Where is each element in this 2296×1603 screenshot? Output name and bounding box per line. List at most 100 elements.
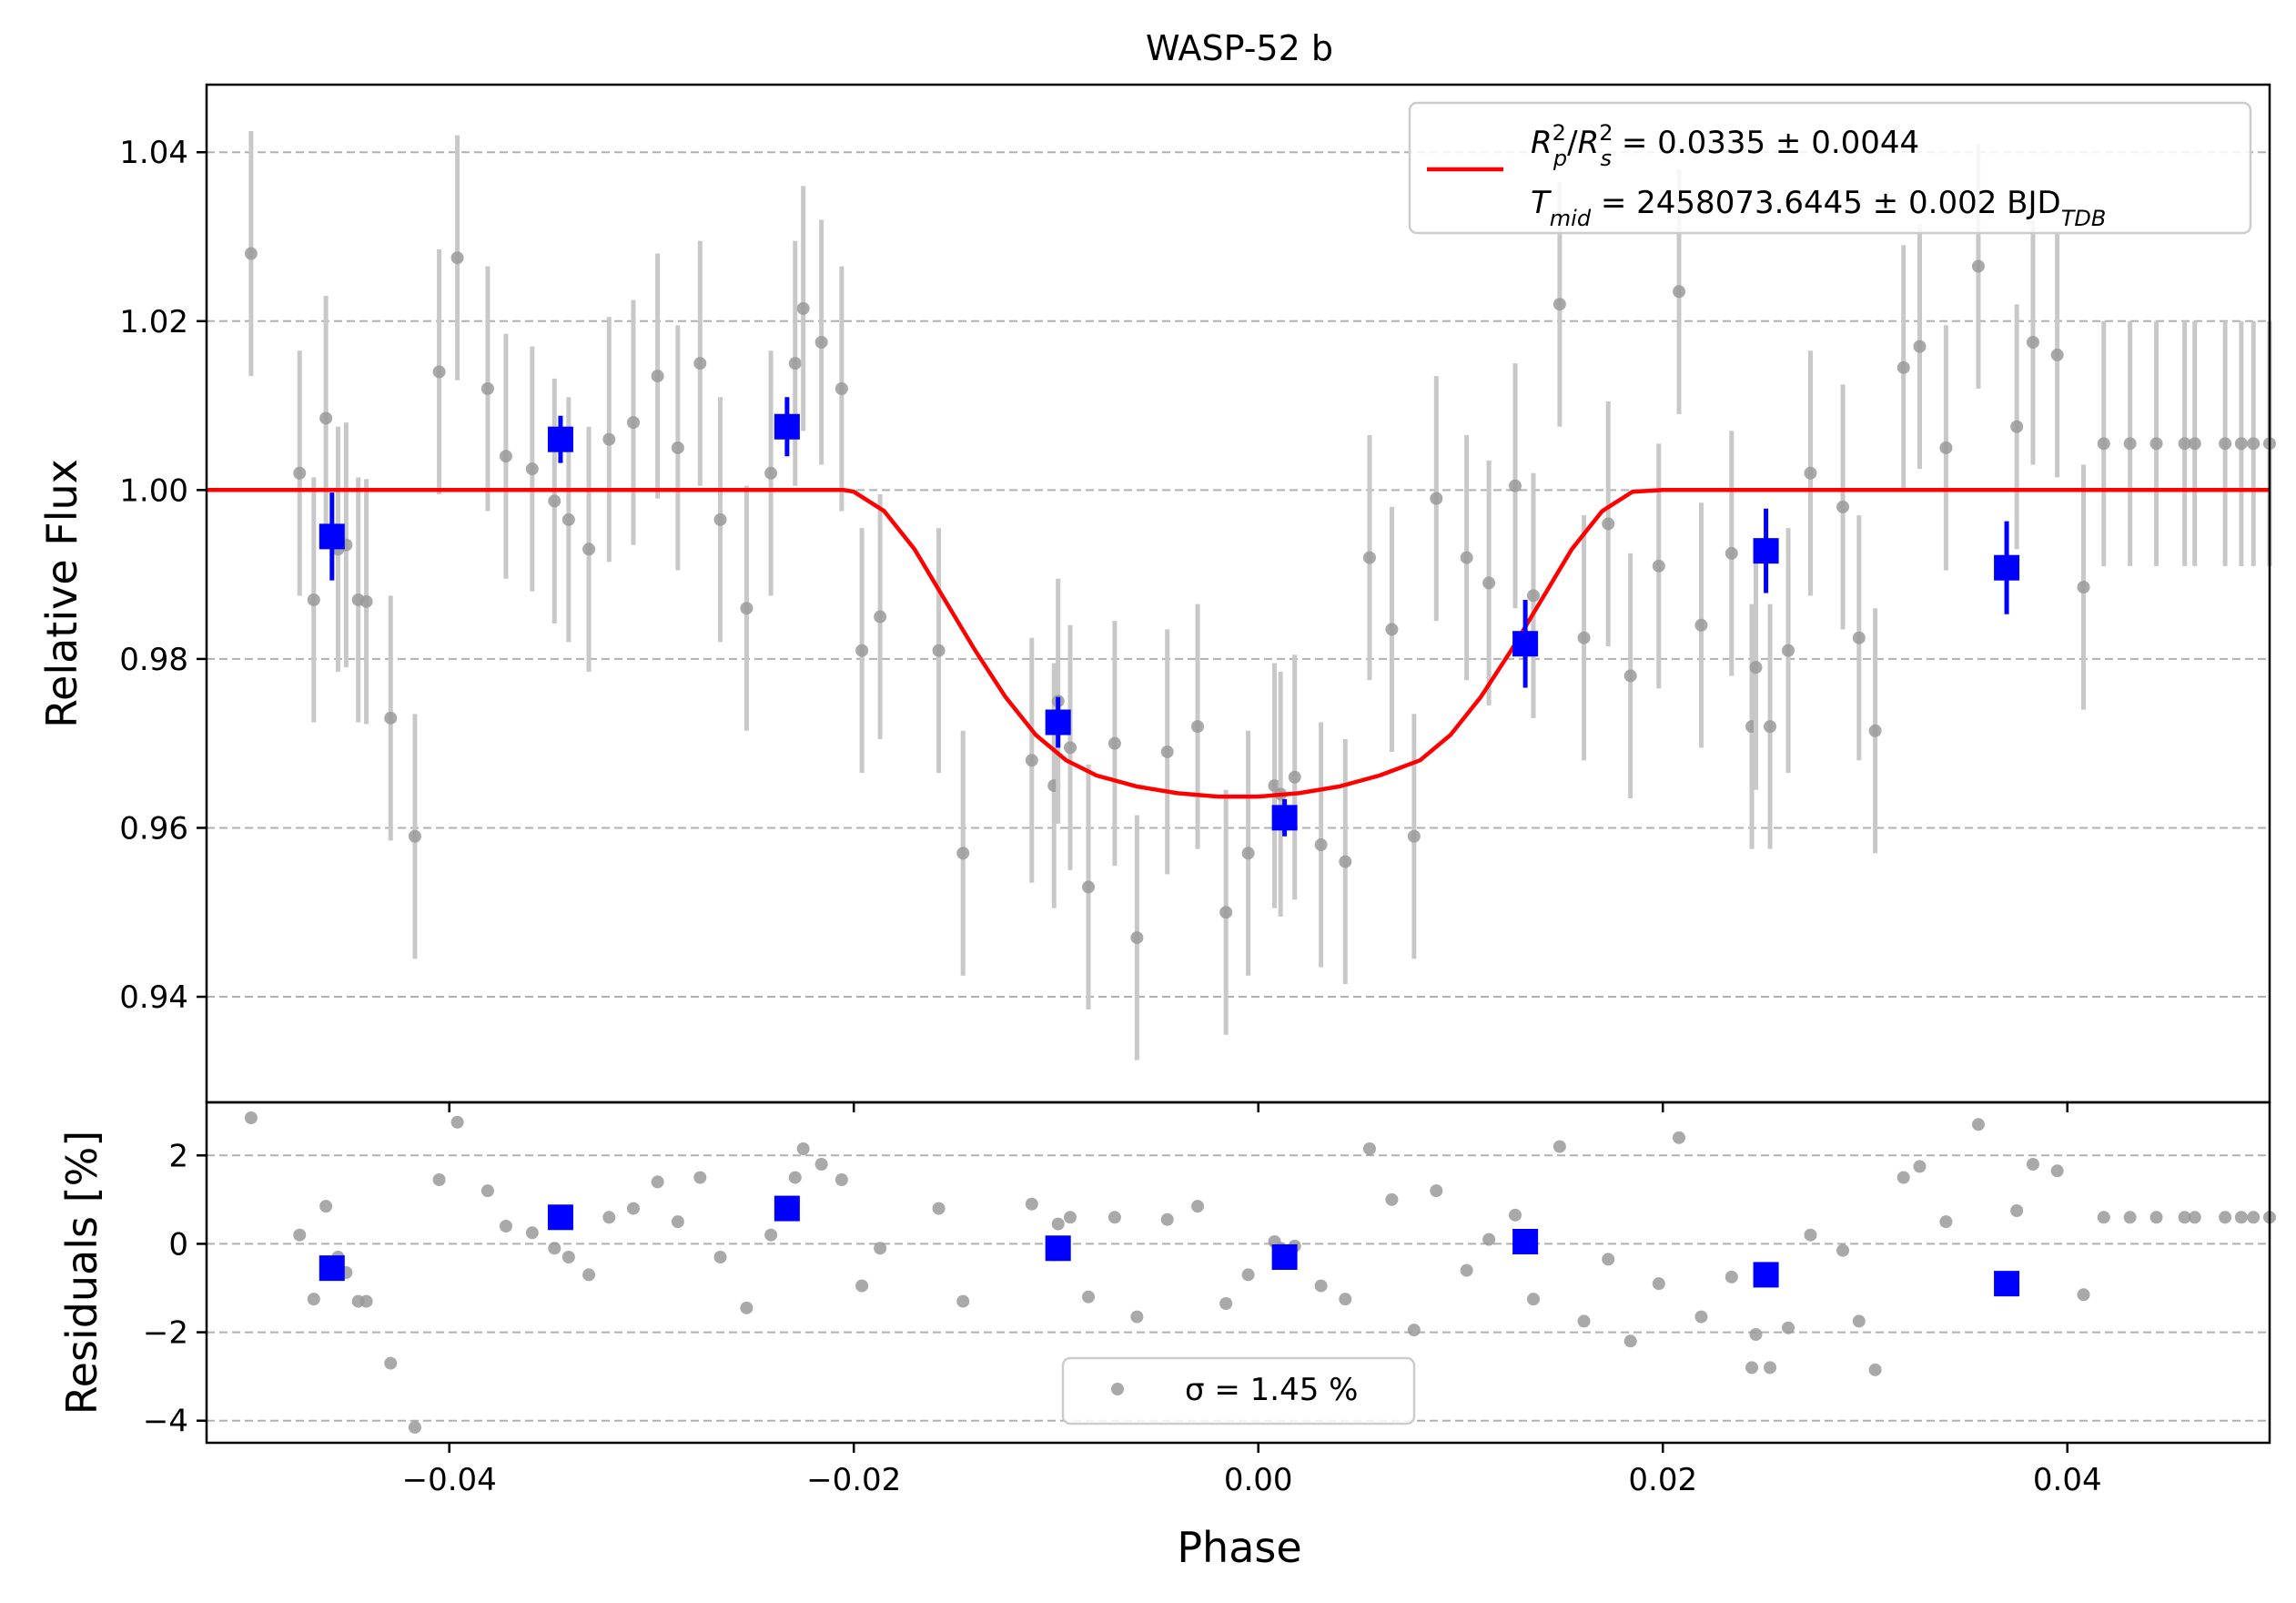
flux-data-point (2010, 420, 2024, 433)
residuals-ticks: −4 −2 0 2 −0.04 −0.02 0.00 0.02 0.04 (143, 1138, 2102, 1498)
flux-data-point (480, 382, 494, 396)
flux-data-point (693, 357, 707, 370)
residual-data-point (693, 1171, 707, 1184)
x-tick-label: 0.04 (2033, 1462, 2102, 1498)
flux-data-point (1482, 576, 1496, 590)
residual-data-point (1804, 1228, 1817, 1242)
residual-data-point (1508, 1208, 1522, 1222)
flux-data-point (408, 829, 421, 843)
residuals-panel-frame (205, 1101, 2271, 1445)
residual-data-point (1460, 1263, 1473, 1277)
residual-data-point (525, 1226, 539, 1240)
residual-data-point (626, 1202, 640, 1215)
flux-gridlines (207, 151, 2270, 999)
flux-data-point (1288, 770, 1301, 784)
flux-binned-point (774, 413, 800, 440)
flux-data-point (1385, 623, 1399, 636)
flux-data-point (651, 370, 664, 383)
residuals-y-tick-label: 2 (168, 1138, 188, 1174)
residual-data-point (1673, 1131, 1686, 1144)
flux-data-point (1749, 661, 1763, 675)
flux-data-point (384, 711, 398, 725)
residual-data-point (2178, 1211, 2191, 1224)
transit-model-line (207, 488, 2270, 799)
flux-data-point (1064, 741, 1077, 755)
flux-binned-points (319, 397, 2020, 837)
residual-data-point (1526, 1293, 1540, 1306)
flux-data-point (602, 432, 616, 446)
flux-data-point (1407, 829, 1421, 843)
flux-data-point (2050, 348, 2064, 361)
residual-data-point (2123, 1211, 2137, 1224)
residual-binned-point (1045, 1235, 1071, 1262)
x-tick-label: 0.02 (1628, 1462, 1697, 1498)
residual-data-point (319, 1200, 333, 1213)
residual-data-point (1160, 1212, 1174, 1226)
residual-data-point (2050, 1164, 2064, 1178)
residual-data-point (548, 1242, 561, 1255)
residual-data-point (384, 1356, 398, 1370)
flux-data-point (2188, 437, 2201, 451)
flux-data-point (359, 594, 373, 608)
residual-data-point (2097, 1211, 2110, 1224)
flux-y-tick-label: 1.04 (119, 135, 188, 171)
flux-data-point (1241, 847, 1255, 860)
flux-data-point (1526, 589, 1540, 603)
residual-data-point (1939, 1215, 1953, 1229)
residual-data-points (244, 1111, 2276, 1434)
residual-data-point (1108, 1211, 1121, 1224)
residual-binned-point (1271, 1244, 1298, 1270)
residual-data-point (1971, 1118, 1985, 1131)
flux-data-point (1025, 754, 1038, 767)
residuals-y-tick-label: 0 (168, 1226, 188, 1263)
flux-data-point (1108, 736, 1121, 750)
flux-data-point (788, 357, 802, 370)
residual-data-point (1553, 1140, 1566, 1153)
flux-data-point (2219, 437, 2232, 451)
residual-data-point (480, 1184, 494, 1198)
flux-data-point (1082, 880, 1096, 894)
flux-binned-point (1994, 554, 2020, 581)
residual-data-point (1913, 1160, 1927, 1173)
residual-data-point (1623, 1334, 1637, 1348)
flux-binned-point (1045, 709, 1071, 736)
residual-data-point (408, 1421, 421, 1434)
residuals-panel: −4 −2 0 2 −0.04 −0.02 0.00 0.02 0.04 Residuals [… (57, 1101, 2276, 1572)
flux-data-point (525, 462, 539, 476)
flux-data-point (1160, 745, 1174, 758)
flux-data-point (1804, 466, 1817, 480)
residual-binned-point (774, 1195, 800, 1222)
residual-data-point (1130, 1310, 1144, 1324)
flux-data-point (855, 644, 869, 657)
residual-data-point (874, 1242, 887, 1255)
residual-data-point (307, 1293, 320, 1306)
residual-data-point (1782, 1321, 1795, 1334)
flux-data-point (713, 512, 727, 526)
residual-data-point (814, 1158, 828, 1171)
flux-data-point (1553, 298, 1566, 311)
flux-data-point (956, 847, 970, 860)
flux-data-point (499, 450, 512, 463)
residual-data-point (1082, 1290, 1096, 1304)
residuals-y-tick-label: −2 (143, 1315, 188, 1352)
residual-data-point (671, 1215, 684, 1229)
residual-data-point (1577, 1314, 1591, 1328)
flux-legend-line-2: Tmid = 2458073.6445 ± 0.002 BJDTDB (1531, 185, 2106, 231)
flux-data-point (2097, 437, 2110, 451)
flux-data-point (582, 543, 596, 556)
residual-data-point (1482, 1233, 1496, 1246)
flux-data-point (1339, 855, 1352, 868)
residual-data-point (796, 1142, 810, 1155)
flux-y-tick-label: 1.00 (119, 472, 188, 509)
flux-data-point (1508, 479, 1522, 492)
flux-data-point (1673, 285, 1686, 299)
residual-data-point (740, 1301, 754, 1314)
flux-data-point (307, 593, 320, 606)
residual-data-point (359, 1294, 373, 1308)
residual-data-point (1314, 1279, 1328, 1293)
residual-data-point (1602, 1253, 1615, 1266)
flux-data-point (1764, 720, 1777, 734)
x-tick-label: 0.00 (1224, 1462, 1293, 1498)
flux-data-point (671, 441, 684, 454)
residual-binned-point (1512, 1229, 1539, 1254)
